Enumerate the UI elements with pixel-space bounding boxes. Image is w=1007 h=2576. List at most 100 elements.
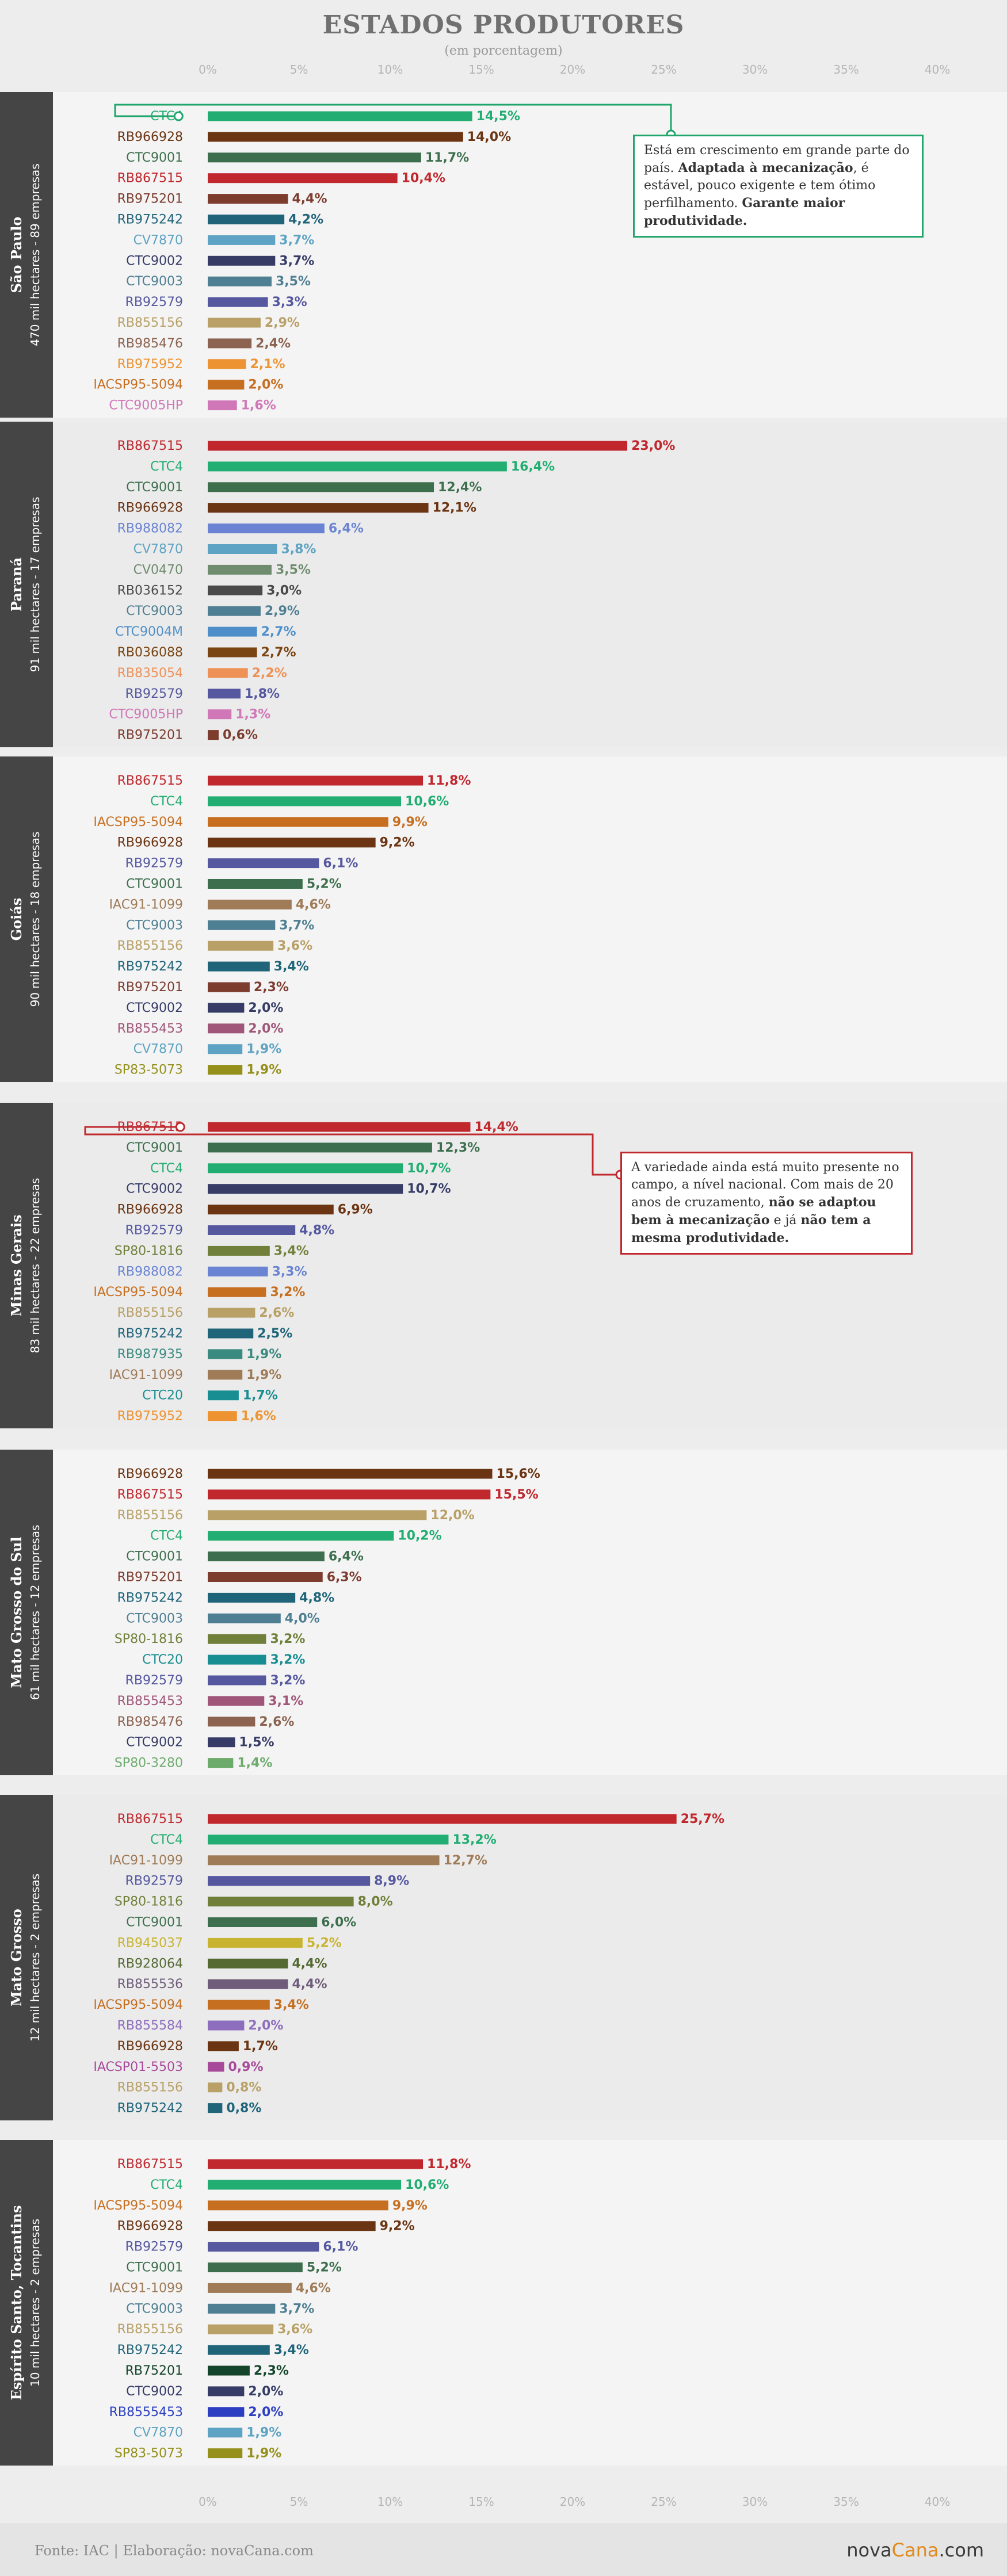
bar-value-label: 3,4% [274, 960, 309, 974]
bar-value-label: 2,9% [265, 604, 300, 618]
bar-label: RB92579 [125, 1874, 183, 1889]
x-tick-label: 30% [742, 63, 768, 77]
bar-value-label: 1,9% [246, 1042, 281, 1057]
bar [208, 2242, 319, 2252]
bar [208, 1855, 440, 1866]
bar-value-label: 8,0% [358, 1895, 393, 1909]
bar-value-label: 9,2% [380, 836, 415, 850]
bar [208, 359, 246, 369]
bar-value-label: 11,8% [427, 774, 471, 788]
bar-label: IACSP95-5094 [93, 1285, 183, 1300]
bar-label: RB867515 [117, 2157, 183, 2172]
bar [208, 2386, 245, 2397]
bar-value-label: 2,9% [265, 316, 300, 330]
bar-label: RB985476 [117, 337, 183, 351]
bar-value-label: 4,2% [288, 213, 323, 227]
state-tab [0, 2140, 53, 2466]
state-tab [0, 1103, 53, 1428]
bar-value-label: 6,1% [323, 2240, 358, 2254]
bar-label: CTC9003 [126, 2302, 183, 2316]
bar-value-label: 4,4% [292, 192, 327, 207]
bar-value-label: 3,3% [272, 1264, 307, 1279]
bar-label: RB975242 [117, 1591, 183, 1605]
bar [208, 1551, 325, 1562]
bar-value-label: 3,6% [277, 939, 312, 953]
panel-background [0, 1795, 1007, 2120]
state-tab [0, 1795, 53, 2120]
bar-value-label: 14,5% [476, 109, 520, 124]
bar [208, 689, 241, 699]
bar-label: RB928064 [117, 1956, 183, 1971]
bar-value-label: 3,3% [272, 295, 307, 309]
bar-value-label: 2,0% [248, 2019, 283, 2033]
bar [208, 2407, 245, 2417]
bar-value-label: 2,7% [261, 625, 296, 639]
bar [208, 1044, 243, 1054]
state-info-minas-gerais: 83 mil hectares - 22 empresas [28, 1178, 42, 1354]
bar-value-label: 3,1% [268, 1694, 303, 1709]
bar-value-label: 14,0% [467, 130, 511, 144]
novacana-logo: novaCana.com [846, 2539, 984, 2561]
bar-label: CTC4 [150, 1833, 183, 1847]
bar [208, 2262, 303, 2272]
bar [208, 1717, 255, 1727]
bar-value-label: 4,4% [292, 1956, 327, 1971]
bar-value-label: 13,2% [452, 1833, 496, 1847]
bar [208, 1737, 235, 1748]
bar-label: RB92579 [125, 295, 183, 309]
bar [208, 1023, 245, 1034]
bar [208, 276, 272, 286]
bar-value-label: 1,9% [246, 1347, 281, 1362]
bar-label: RB945037 [117, 1936, 183, 1950]
bar [208, 920, 276, 930]
x-tick-label: 25% [651, 63, 676, 77]
bar [208, 2200, 388, 2211]
bar-value-label: 12,1% [433, 501, 476, 515]
bar-label: RB855156 [117, 939, 183, 953]
bar-value-label: 1,6% [241, 1409, 276, 1424]
bar-label: RB036088 [117, 645, 183, 660]
bar-label: RB867515 [117, 1488, 183, 1502]
bar-label: CTC9001 [126, 1141, 183, 1155]
bar [208, 647, 257, 658]
bar-value-label: 12,3% [436, 1141, 480, 1155]
bar [208, 2221, 376, 2231]
bar [208, 235, 276, 245]
bar [208, 2345, 270, 2355]
bar-value-label: 2,0% [248, 378, 283, 392]
bar-label: SP83-5073 [115, 2447, 183, 2461]
bar [208, 380, 245, 390]
bar-value-label: 3,2% [270, 1285, 305, 1300]
bar-label: RB92579 [125, 1673, 183, 1688]
bar [208, 585, 263, 595]
bar [208, 1349, 243, 1359]
bar-label: CV7870 [133, 2426, 183, 2440]
bar-value-label: 15,6% [497, 1467, 540, 1481]
bar-label: SP80-3280 [115, 1756, 183, 1771]
panel-background [0, 422, 1007, 747]
bar-label: RB975952 [117, 1409, 183, 1424]
bar-value-label: 1,5% [239, 1736, 274, 1750]
bar-value-label: 1,8% [245, 687, 280, 701]
bar-value-label: 10,7% [407, 1182, 451, 1197]
bar-label: RB867515 [117, 171, 183, 186]
annotation-connector-rb867515 [84, 1126, 620, 1176]
bar-label: RB867515 [117, 439, 183, 453]
bar-value-label: 9,2% [380, 2219, 415, 2234]
bar [208, 1489, 491, 1500]
bar-value-label: 3,5% [276, 274, 311, 289]
panel-background [0, 756, 1007, 1082]
bar [208, 152, 421, 163]
bar-value-label: 10,6% [405, 2178, 449, 2192]
bar-value-label: 1,9% [246, 1368, 281, 1382]
bar [208, 1411, 237, 1421]
bar-label: CTC9001 [126, 2261, 183, 2275]
bar [208, 730, 219, 740]
bar-label: CTC9002 [126, 1001, 183, 1015]
bar-label: SP80-1816 [115, 1632, 183, 1646]
bar-value-label: 4,6% [296, 897, 331, 912]
bar-value-label: 1,9% [246, 1063, 281, 1077]
bar-value-label: 1,3% [235, 708, 270, 722]
state-info-s-o-paulo: 470 mil hectares - 89 empresas [28, 163, 42, 346]
state-tab [0, 756, 53, 1082]
